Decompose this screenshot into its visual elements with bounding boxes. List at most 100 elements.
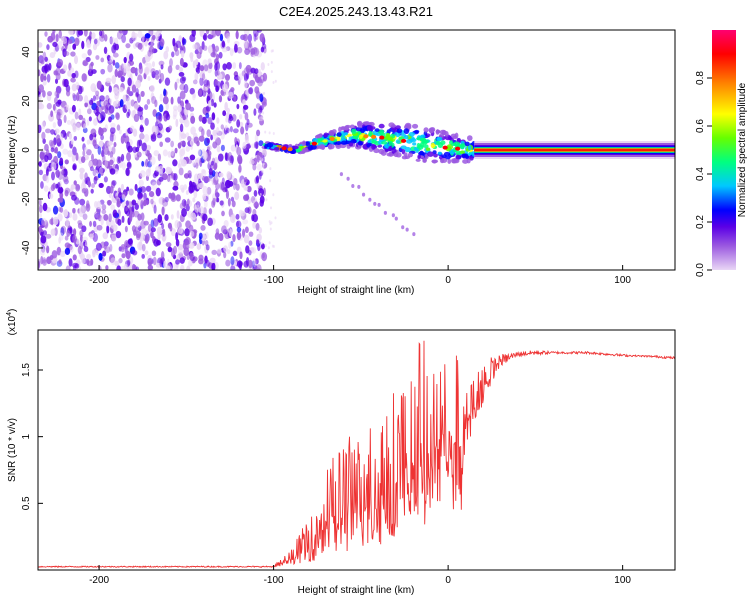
noise-blob	[66, 119, 72, 126]
noise-blob	[237, 73, 243, 81]
noise-blob	[105, 265, 109, 270]
noise-blob	[161, 206, 165, 216]
noise-blob	[107, 63, 113, 73]
colorbar-tick-label: 0.2	[695, 215, 706, 229]
snr-frame	[37, 329, 676, 571]
noise-blob	[163, 88, 167, 97]
noise-blob	[197, 149, 201, 156]
noise-blob	[206, 129, 212, 138]
noise-blob	[131, 199, 137, 206]
noise-blob	[203, 84, 209, 92]
noise-blob	[95, 90, 100, 97]
noise-blob	[113, 42, 117, 50]
noise-blob	[189, 251, 194, 260]
noise-blob	[40, 73, 44, 83]
noise-blob	[206, 137, 211, 144]
noise-blob	[59, 196, 64, 203]
snr-x-tick-label: -100	[264, 575, 284, 586]
noise-blob	[210, 122, 215, 130]
signal-blob	[425, 147, 431, 152]
noise-blob	[135, 266, 140, 270]
noise-blob	[69, 226, 73, 236]
noise-blob	[125, 101, 131, 111]
noise-blob	[241, 70, 246, 77]
noise-blob	[252, 221, 257, 229]
noise-blob	[170, 140, 175, 148]
noise-blob	[144, 250, 149, 256]
signal-blob	[415, 158, 421, 162]
noise-edge-dot	[270, 70, 273, 74]
noise-blob	[64, 247, 71, 255]
noise-blob	[181, 187, 185, 193]
noise-blob	[165, 102, 169, 111]
noise-blob	[179, 202, 185, 210]
noise-blob	[135, 79, 142, 89]
noise-blob	[63, 78, 69, 88]
chart-title: C2E4.2025.243.13.43.R21	[279, 4, 433, 19]
noise-blob	[180, 159, 187, 167]
trail-blob	[351, 184, 355, 189]
noise-blob	[229, 228, 233, 238]
noise-blob	[123, 65, 127, 74]
noise-blob	[186, 252, 190, 260]
noise-blob	[98, 140, 104, 148]
signal-hotspot	[455, 146, 461, 151]
noise-blob	[208, 168, 213, 176]
snr-xlabel: Height of straight line (km)	[298, 585, 415, 596]
noise-blob	[60, 225, 67, 235]
noise-blob	[178, 227, 184, 235]
noise-edge-dot	[265, 198, 268, 202]
noise-blob	[258, 188, 264, 197]
noise-blob	[230, 256, 235, 266]
noise-blob	[55, 170, 60, 176]
noise-blob	[248, 231, 254, 237]
noise-edge-dot	[267, 63, 270, 67]
noise-blob	[181, 76, 187, 82]
noise-blob	[249, 247, 255, 254]
noise-blob	[126, 97, 131, 106]
noise-blob	[52, 182, 56, 190]
noise-blob	[58, 30, 62, 39]
snr-x-tick-label: 0	[445, 575, 451, 586]
noise-blob	[105, 77, 112, 83]
signal-blob	[386, 129, 391, 134]
signal-hotspot	[400, 138, 407, 143]
noise-blob	[81, 136, 85, 142]
noise-blob	[114, 68, 118, 78]
noise-blob	[84, 102, 88, 108]
noise-blob	[65, 90, 71, 97]
noise-blob	[167, 65, 173, 74]
noise-blob	[80, 257, 86, 265]
noise-blob	[50, 161, 57, 171]
noise-blob	[208, 208, 213, 215]
noise-blob	[152, 256, 157, 266]
noise-blob	[63, 114, 67, 124]
noise-blob	[79, 171, 84, 180]
noise-blob	[100, 134, 104, 141]
noise-blob	[224, 179, 231, 189]
noise-blob	[194, 204, 200, 213]
noise-blob	[71, 104, 76, 113]
noise-blob	[128, 201, 133, 207]
noise-blob	[93, 86, 97, 93]
noise-blob	[185, 203, 190, 212]
noise-blob	[114, 260, 120, 267]
noise-blob	[70, 51, 76, 57]
noise-blob	[181, 207, 187, 217]
signal-blob	[423, 127, 429, 133]
noise-blob	[234, 136, 238, 145]
noise-blob	[158, 165, 164, 175]
noise-blob	[75, 152, 79, 161]
noise-blob	[64, 159, 69, 165]
noise-edge-dot	[258, 148, 261, 152]
signal-hotspot	[329, 136, 335, 141]
spectrogram-x-tick-label: -100	[264, 275, 284, 286]
noise-blob	[246, 118, 250, 126]
signal-blob	[388, 146, 393, 152]
noise-blob	[172, 159, 178, 167]
noise-blob	[139, 170, 146, 178]
noise-blob	[62, 210, 68, 215]
noise-blob	[109, 151, 114, 159]
spectrogram-ylabel: Frequency (Hz)	[7, 116, 18, 185]
